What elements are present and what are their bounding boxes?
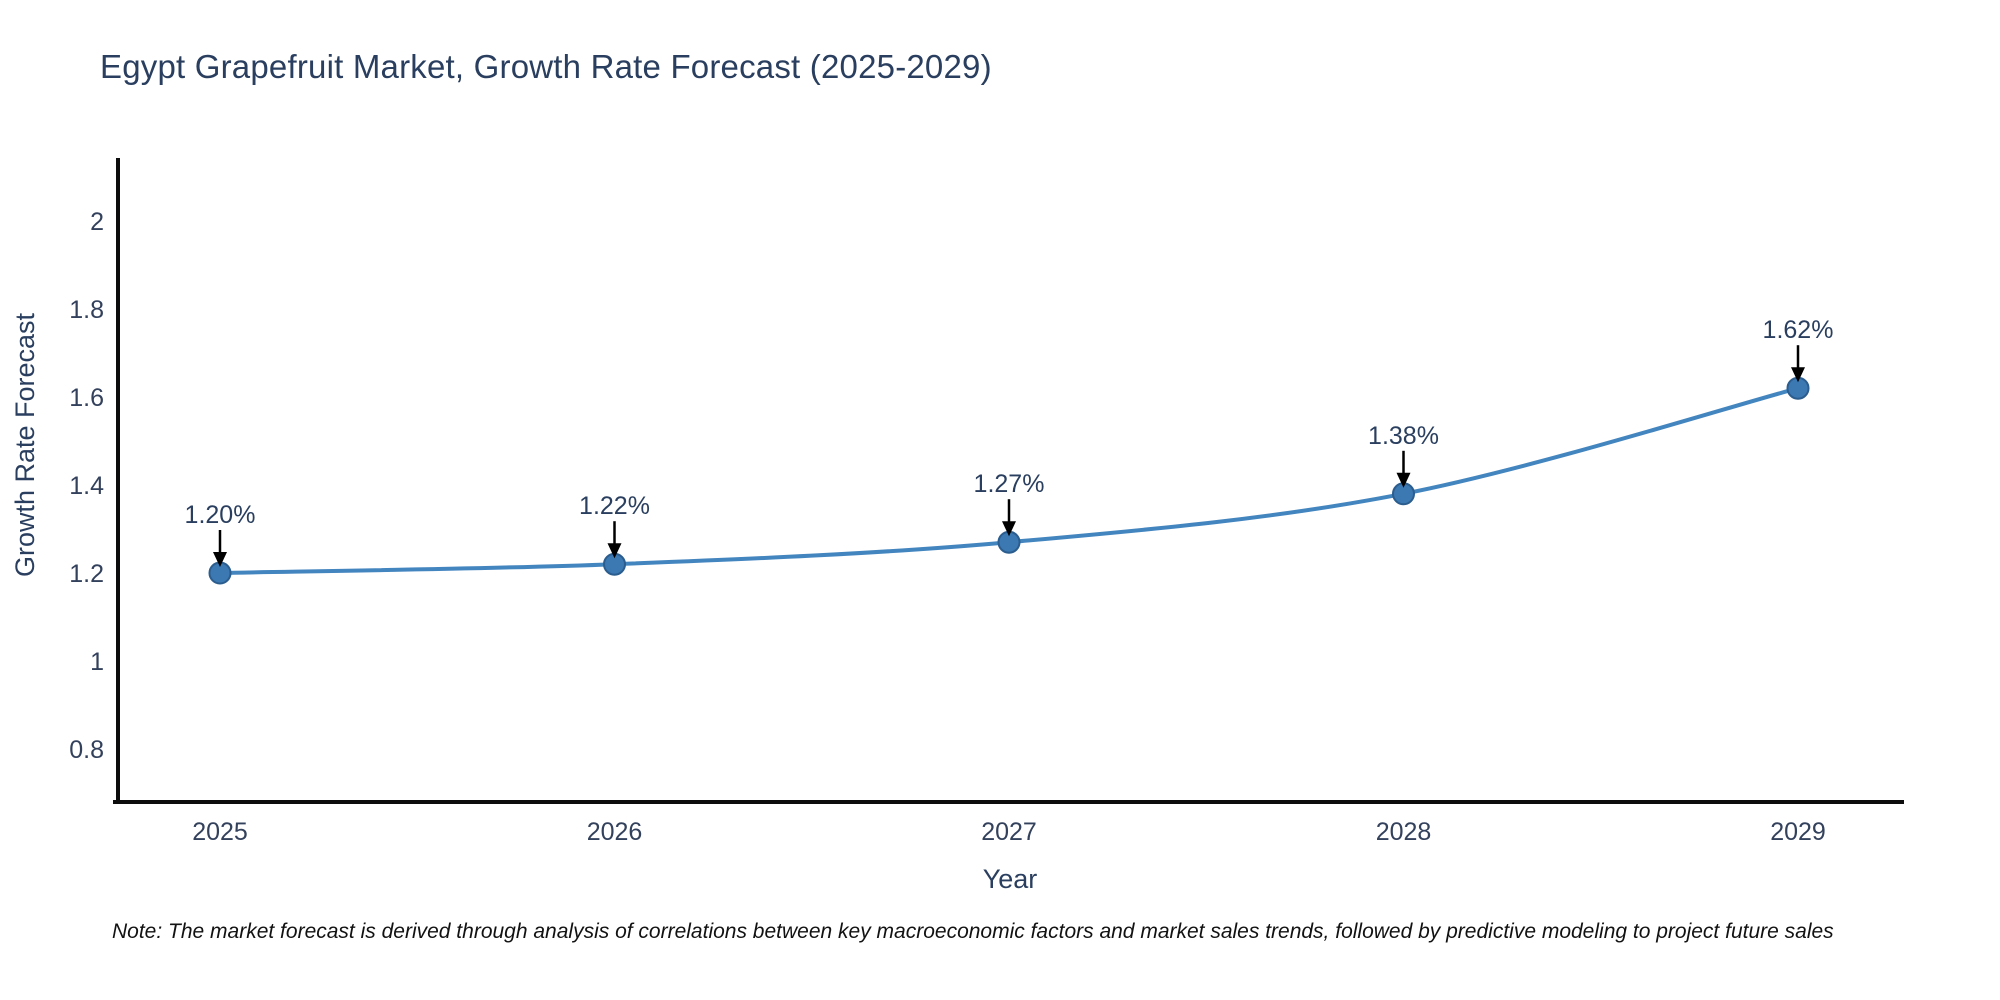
annotation-label: 1.20% [185,501,256,529]
x-tick-label: 2029 [1770,818,1826,846]
y-axis-title: Growth Rate Forecast [10,312,40,577]
annotation-arrowhead [1396,472,1411,488]
x-tick-label: 2025 [192,818,248,846]
annotation-label: 1.27% [974,470,1045,498]
annotation-arrowhead [213,552,227,567]
annotation-arrowhead [607,543,622,559]
y-tick-label: 1.8 [69,296,104,324]
annotation-arrowhead [1002,521,1016,537]
chart-title: Egypt Grapefruit Market, Growth Rate For… [100,48,992,85]
annotation-label: 1.62% [1763,316,1834,344]
y-tick-label: 1.2 [69,560,104,588]
y-tick-label: 1.4 [69,472,104,500]
y-tick-label: 0.8 [69,736,104,764]
annotation-label: 1.22% [579,492,650,520]
x-tick-label: 2027 [981,818,1037,846]
y-tick-label: 1.6 [69,384,104,412]
y-tick-label: 2 [90,208,104,236]
x-tick-label: 2028 [1376,818,1432,846]
footnote: Note: The market forecast is derived thr… [112,920,1834,943]
x-axis-title: Year [983,864,1038,894]
y-tick-label: 1 [90,648,104,676]
x-tick-label: 2026 [587,818,643,846]
annotation-arrowhead [1791,367,1805,383]
annotation-label: 1.38% [1368,422,1439,450]
